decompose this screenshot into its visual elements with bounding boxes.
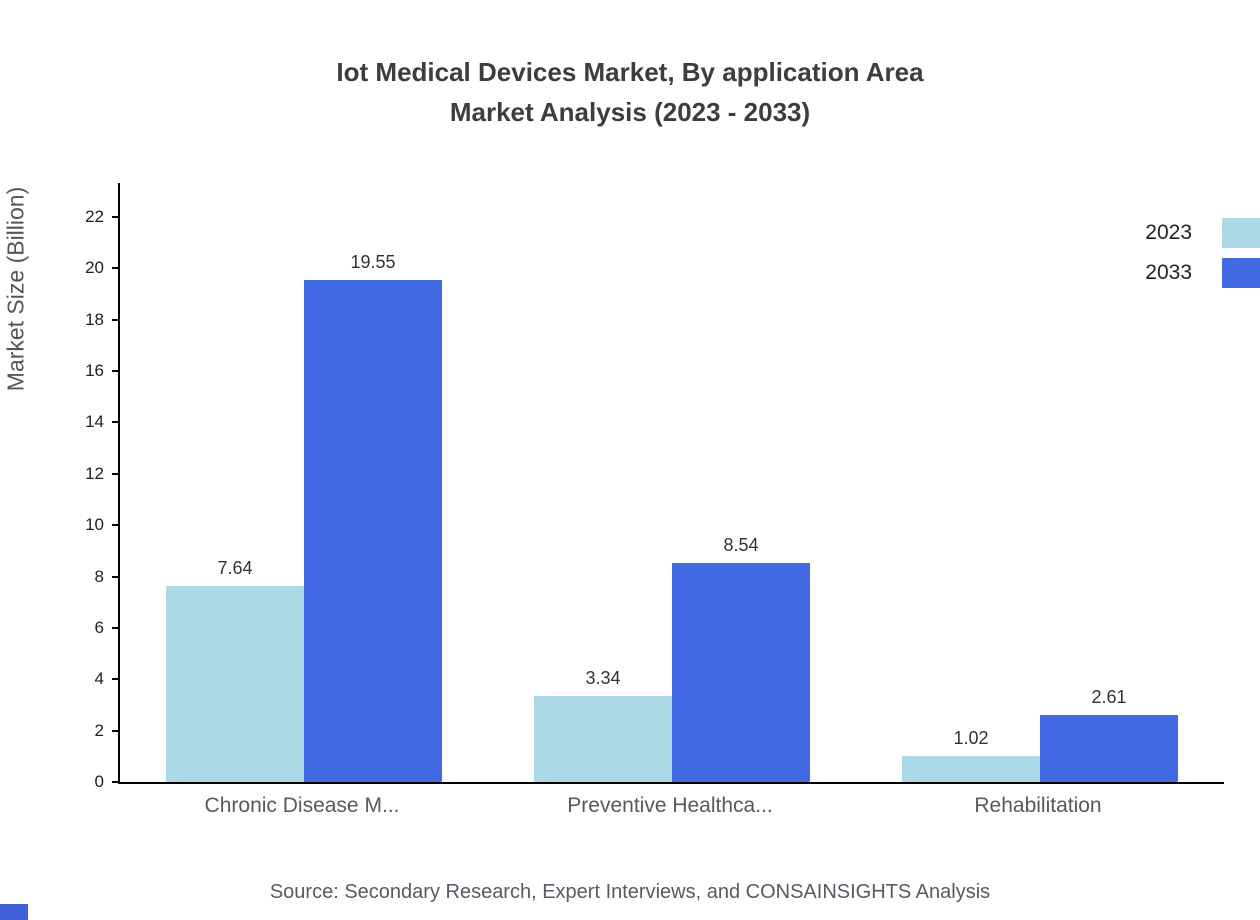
y-tick-label: 14 bbox=[85, 412, 104, 432]
x-axis-labels: Chronic Disease M... Preventive Healthca.… bbox=[118, 794, 1222, 818]
bar-2033-category-0 bbox=[304, 279, 442, 782]
y-tick-mark bbox=[112, 678, 120, 681]
x-category-label: Preventive Healthca... bbox=[567, 794, 773, 817]
chart-title-block: Iot Medical Devices Market, By applicati… bbox=[0, 52, 1260, 132]
y-tick-mark bbox=[112, 524, 120, 527]
legend-row: 2033 bbox=[1145, 258, 1260, 288]
bar-2033-category-2 bbox=[1040, 714, 1178, 782]
y-tick-mark bbox=[112, 575, 120, 578]
bar-value-label: 1.02 bbox=[953, 727, 989, 748]
y-tick-mark bbox=[112, 781, 120, 783]
y-tick-label: 10 bbox=[85, 515, 104, 535]
y-tick-label: 16 bbox=[85, 361, 104, 381]
bar-value-label: 2.61 bbox=[1091, 686, 1127, 707]
bar-value-label: 8.54 bbox=[723, 534, 759, 555]
bar-wrap: 2.61 bbox=[1040, 687, 1178, 782]
bar-2033-category-1 bbox=[672, 562, 810, 782]
legend: 2023 2033 bbox=[1145, 218, 1260, 288]
bar-wrap: 19.55 bbox=[304, 252, 442, 782]
y-tick-mark bbox=[112, 216, 120, 218]
bar-wrap: 1.02 bbox=[902, 728, 1040, 782]
y-tick-label: 12 bbox=[85, 463, 104, 483]
y-tick-mark bbox=[112, 267, 120, 270]
y-tick-mark bbox=[112, 729, 120, 732]
y-tick-mark bbox=[112, 626, 120, 629]
bar-wrap: 3.34 bbox=[534, 668, 672, 782]
y-tick-label: 22 bbox=[85, 207, 104, 226]
brand-mark bbox=[0, 904, 28, 920]
bar-group: 1.02 2.61 bbox=[856, 183, 1224, 782]
source-attribution: Source: Secondary Research, Expert Inter… bbox=[269, 881, 991, 903]
y-tick-label: 4 bbox=[94, 669, 104, 689]
legend-swatch-icon bbox=[1222, 258, 1260, 288]
bar-value-label: 19.55 bbox=[350, 251, 396, 272]
chart-subtitle: Market Analysis (2023 - 2033) bbox=[449, 97, 811, 127]
bar-2023-category-0 bbox=[166, 585, 304, 782]
bar-value-label: 7.64 bbox=[217, 557, 253, 578]
legend-label: 2033 bbox=[1145, 261, 1192, 284]
y-tick-label: 6 bbox=[94, 617, 104, 637]
bar-group: 7.64 19.55 bbox=[120, 183, 488, 782]
y-tick-mark bbox=[112, 318, 120, 321]
x-category-label: Chronic Disease M... bbox=[204, 794, 400, 817]
x-category-label: Rehabilitation bbox=[974, 794, 1102, 817]
bar-value-label: 3.34 bbox=[585, 668, 621, 689]
y-tick-mark bbox=[112, 421, 120, 424]
bar-group: 3.34 8.54 bbox=[488, 183, 856, 782]
bar-2023-category-1 bbox=[534, 696, 672, 782]
y-tick-mark bbox=[112, 472, 120, 475]
legend-row: 2023 bbox=[1145, 218, 1260, 248]
y-tick-label: 20 bbox=[85, 258, 104, 278]
y-tick-label: 2 bbox=[94, 720, 104, 740]
y-tick-mark bbox=[112, 370, 120, 373]
plot-area: 0 2 4 6 8 10 12 14 16 18 20 22 7.64 19.55 3.34 8.54 1.02… bbox=[85, 183, 1224, 791]
bar-2023-category-2 bbox=[902, 755, 1040, 782]
y-tick-label: 8 bbox=[94, 566, 104, 586]
legend-label: 2023 bbox=[1145, 221, 1192, 244]
y-tick-label: 18 bbox=[85, 309, 104, 329]
legend-swatch-icon bbox=[1222, 218, 1260, 248]
y-tick-label: 0 bbox=[94, 772, 104, 791]
y-axis-label: Market Size (Billion) bbox=[2, 186, 29, 392]
bar-wrap: 7.64 bbox=[166, 558, 304, 782]
chart-title: Iot Medical Devices Market, By applicati… bbox=[336, 57, 924, 87]
bar-wrap: 8.54 bbox=[672, 535, 810, 782]
